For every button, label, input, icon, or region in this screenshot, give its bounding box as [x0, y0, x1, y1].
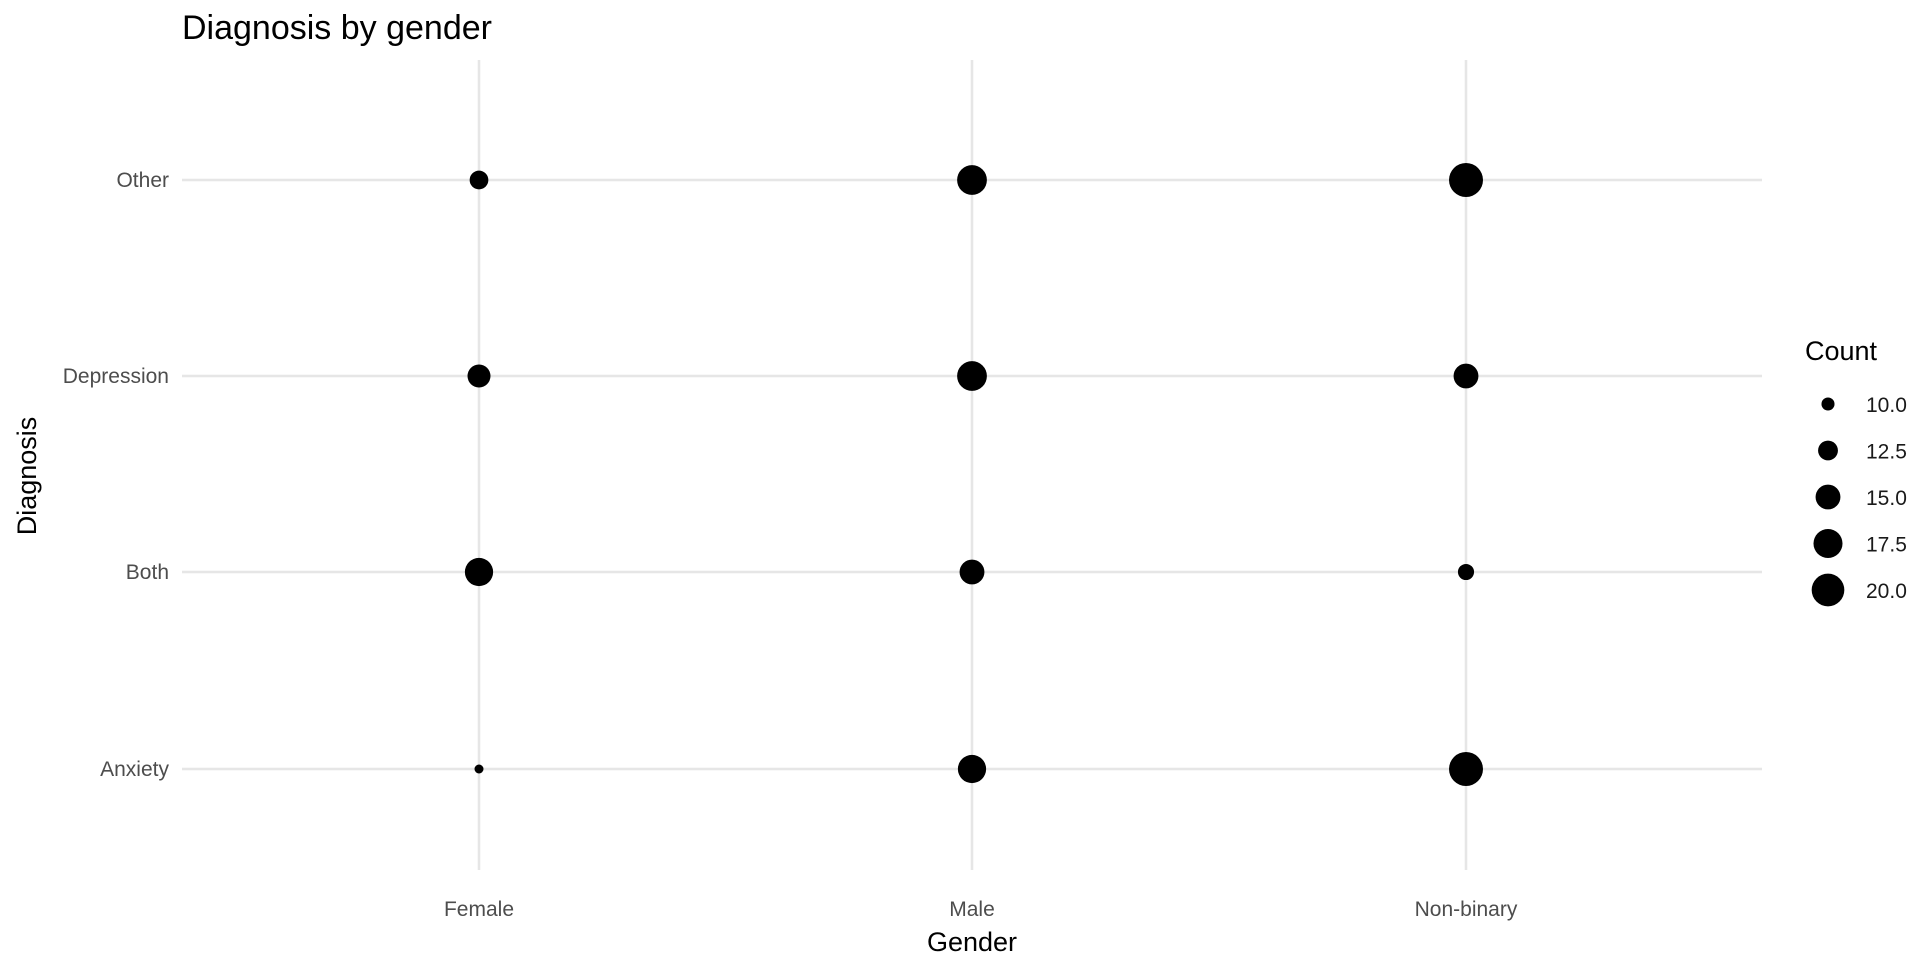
legend-key-circle: [1813, 528, 1843, 559]
legend-key-circle: [1811, 573, 1845, 607]
point-male-both: [959, 559, 985, 585]
point-non-binary-anxiety: [1449, 752, 1483, 786]
point-non-binary-both: [1457, 563, 1475, 581]
x-axis-title: Gender: [927, 927, 1017, 957]
x-tick-label: Non-binary: [1415, 898, 1518, 921]
legend-label: 15.0: [1866, 487, 1907, 510]
y-tick-label: Depression: [63, 365, 169, 388]
x-tick-label: Female: [444, 898, 514, 921]
point-non-binary-depression: [1453, 363, 1479, 389]
legend-key-circle: [1815, 484, 1841, 510]
legend-items: 10.0 12.5 15.0 17.5 20.0: [1811, 394, 1907, 607]
x-axis-tick-labels: Female Male Non-binary: [444, 898, 1518, 921]
point-female-anxiety: [474, 764, 484, 774]
point-female-both: [464, 557, 494, 587]
point-non-binary-other: [1449, 163, 1483, 197]
point-female-depression: [467, 364, 491, 388]
legend-key-circle: [1821, 397, 1835, 411]
x-tick-label: Male: [949, 898, 995, 921]
y-axis-tick-labels: Anxiety Both Depression Other: [63, 169, 170, 781]
legend-label: 12.5: [1866, 441, 1907, 464]
point-male-depression: [957, 361, 987, 391]
point-female-other: [469, 170, 489, 190]
legend-label: 17.5: [1866, 534, 1907, 557]
legend-label: 10.0: [1866, 394, 1907, 417]
y-axis-title: Diagnosis: [12, 417, 42, 536]
chart-title: Diagnosis by gender: [182, 9, 492, 47]
y-tick-label: Anxiety: [100, 758, 169, 781]
y-tick-label: Both: [126, 561, 169, 584]
size-legend: Count 10.0 12.5 15.0 17.5 20.0: [1805, 336, 1907, 607]
point-male-anxiety: [957, 754, 987, 784]
data-points: [464, 163, 1483, 786]
legend-title: Count: [1805, 336, 1878, 366]
legend-label: 20.0: [1866, 580, 1907, 603]
y-tick-label: Other: [116, 169, 169, 192]
legend-key-circle: [1818, 440, 1838, 461]
point-male-other: [957, 165, 987, 195]
